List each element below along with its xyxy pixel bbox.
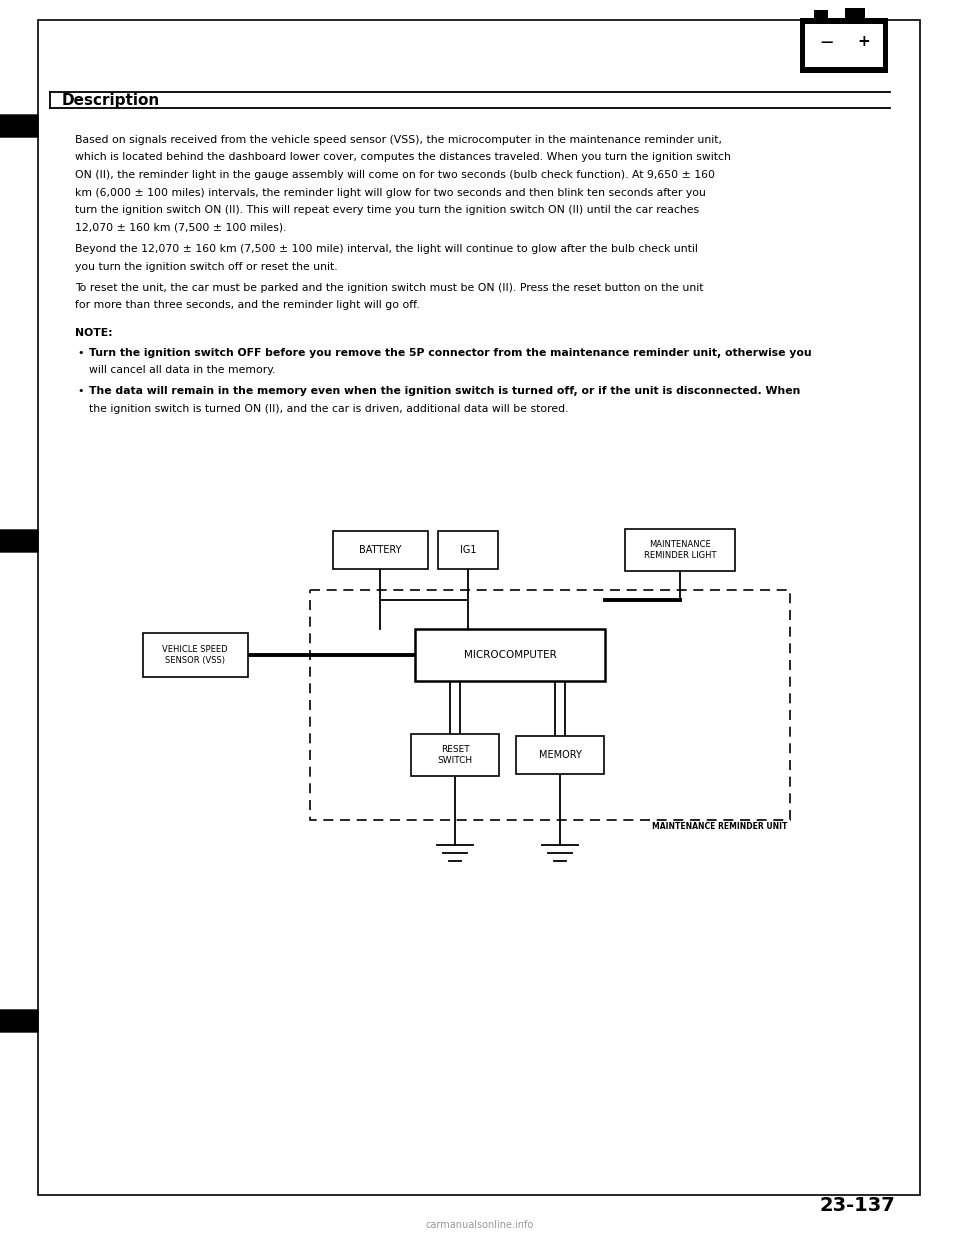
Text: you turn the ignition switch off or reset the unit.: you turn the ignition switch off or rese… (75, 262, 338, 272)
Text: RESET
SWITCH: RESET SWITCH (438, 745, 472, 765)
Text: Based on signals received from the vehicle speed sensor (VSS), the microcomputer: Based on signals received from the vehic… (75, 135, 722, 145)
Bar (0, 116, 38, 137)
Bar (142, 633, 248, 677)
Text: km (6,000 ± 100 miles) intervals, the reminder light will glow for two seconds a: km (6,000 ± 100 miles) intervals, the re… (75, 188, 706, 197)
Bar (332, 532, 427, 569)
Bar (814, 10, 828, 20)
Bar (845, 7, 865, 20)
Text: MAINTENANCE REMINDER UNIT: MAINTENANCE REMINDER UNIT (652, 822, 787, 831)
Bar (415, 628, 605, 681)
Text: MAINTENANCE
REMINDER LIGHT: MAINTENANCE REMINDER LIGHT (644, 540, 716, 560)
Text: NOTE:: NOTE: (75, 328, 112, 338)
Text: Beyond the 12,070 ± 160 km (7,500 ± 100 mile) interval, the light will continue : Beyond the 12,070 ± 160 km (7,500 ± 100 … (75, 243, 698, 255)
Text: —: — (820, 36, 832, 50)
Text: +: + (857, 34, 870, 48)
Text: The data will remain in the memory even when the ignition switch is turned off, : The data will remain in the memory even … (89, 386, 801, 396)
Bar (805, 24, 883, 67)
Text: turn the ignition switch ON (II). This will repeat every time you turn the ignit: turn the ignition switch ON (II). This w… (75, 205, 699, 215)
Polygon shape (0, 1010, 38, 1032)
Text: ON (II), the reminder light in the gauge assembly will come on for two seconds (: ON (II), the reminder light in the gauge… (75, 170, 715, 180)
Text: MEMORY: MEMORY (539, 750, 582, 760)
Text: 23-137: 23-137 (819, 1196, 895, 1215)
Bar (310, 590, 790, 820)
Bar (0, 530, 38, 551)
Bar (625, 529, 735, 571)
Text: carmanualsonline.info: carmanualsonline.info (426, 1220, 534, 1230)
Bar (0, 1010, 38, 1032)
Text: MICROCOMPUTER: MICROCOMPUTER (464, 650, 557, 660)
Text: 12,070 ± 160 km (7,500 ± 100 miles).: 12,070 ± 160 km (7,500 ± 100 miles). (75, 222, 286, 232)
Text: for more than three seconds, and the reminder light will go off.: for more than three seconds, and the rem… (75, 301, 420, 310)
Text: To reset the unit, the car must be parked and the ignition switch must be ON (II: To reset the unit, the car must be parke… (75, 283, 704, 293)
Bar (800, 17, 888, 73)
Text: IG1: IG1 (460, 545, 476, 555)
Text: BATTERY: BATTERY (359, 545, 401, 555)
Text: Turn the ignition switch OFF before you remove the 5P connector from the mainten: Turn the ignition switch OFF before you … (89, 348, 811, 358)
Text: which is located behind the dashboard lower cover, computes the distances travel: which is located behind the dashboard lo… (75, 153, 731, 163)
Text: Description: Description (62, 92, 160, 108)
Polygon shape (0, 116, 38, 137)
Text: will cancel all data in the memory.: will cancel all data in the memory. (89, 365, 276, 375)
Bar (516, 737, 604, 774)
Text: •: • (77, 386, 84, 396)
Text: VEHICLE SPEED
SENSOR (VSS): VEHICLE SPEED SENSOR (VSS) (162, 646, 228, 664)
Text: •: • (77, 348, 84, 358)
Polygon shape (0, 530, 38, 551)
Bar (438, 532, 498, 569)
Bar (411, 734, 499, 776)
Text: the ignition switch is turned ON (II), and the car is driven, additional data wi: the ignition switch is turned ON (II), a… (89, 404, 568, 414)
